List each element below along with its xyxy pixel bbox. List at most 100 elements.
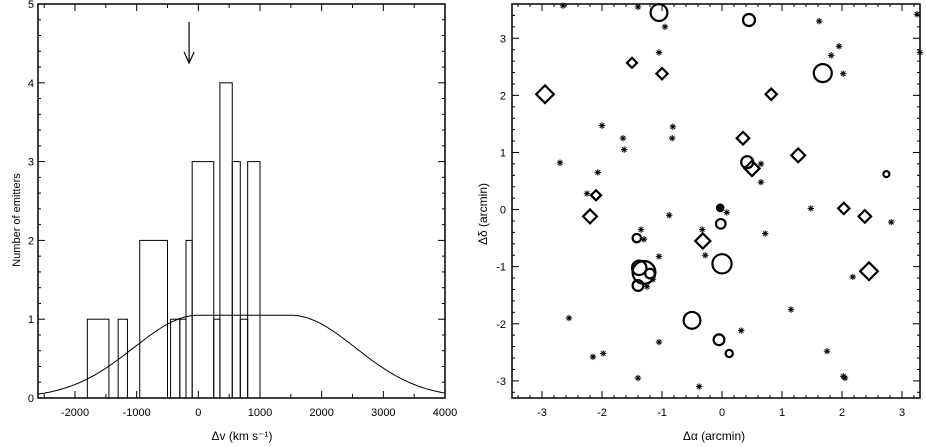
map-y-tick-label: -3 <box>496 376 506 388</box>
hist-y-axis-label: Number of emitters <box>11 173 23 267</box>
map-diamond-marker <box>625 56 639 70</box>
map-asterisk-marker <box>556 159 564 166</box>
hist-x-tick-label: 2000 <box>309 407 333 419</box>
map-asterisk-marker <box>757 178 765 186</box>
map-y-tick-label: 1 <box>500 147 506 159</box>
hist-x-tick-label: 0 <box>195 407 201 419</box>
map-asterisk-marker <box>649 276 657 283</box>
map-diamond-marker <box>836 201 852 216</box>
map-x-tick-label: -1 <box>657 407 667 419</box>
asterisk-stroke <box>670 124 676 130</box>
map-y-tick-label: -1 <box>496 262 506 274</box>
asterisk-stroke <box>842 375 848 381</box>
hist-bar <box>86 318 110 399</box>
map-x-tick-label: -3 <box>537 407 547 419</box>
asterisk-stroke <box>808 205 814 212</box>
map-diamond-marker <box>858 260 880 282</box>
map-asterisk-marker <box>643 283 651 290</box>
asterisk-stroke <box>662 24 668 30</box>
map-asterisk-marker <box>598 122 606 129</box>
map-asterisk-marker <box>840 70 847 77</box>
map-asterisk-marker <box>913 11 921 18</box>
hist-y-tick-label: 2 <box>28 235 34 247</box>
map-circle-marker <box>682 310 702 330</box>
hist-bar <box>179 318 187 399</box>
map-x-ticks: -3 -2 -1 0 1 2 3 <box>517 4 915 419</box>
map-x-tick-label: 1 <box>779 407 785 419</box>
map-x-tick-label: -2 <box>597 407 607 419</box>
asterisk-stroke <box>641 236 647 242</box>
map-diamond-marker <box>581 207 599 225</box>
map-asterisk-marker <box>696 383 703 390</box>
asterisk-stroke <box>635 375 641 381</box>
asterisk-stroke <box>621 147 627 153</box>
asterisk-stroke <box>788 306 794 313</box>
map-asterisk-marker <box>655 338 663 346</box>
asterisk-stroke <box>696 383 702 390</box>
map-circle-marker <box>724 348 734 359</box>
map-diamond-marker <box>742 159 762 178</box>
map-diamond-marker <box>534 83 556 105</box>
map-asterisk-marker <box>738 327 745 334</box>
hist-bar <box>191 161 215 399</box>
map-y-tick-label: -2 <box>496 319 506 331</box>
hist-bar <box>170 318 181 399</box>
hist-x-tick-label: -2000 <box>61 407 89 419</box>
map-asterisk-marker <box>699 226 706 233</box>
hist-bar <box>231 161 241 399</box>
map-asterisk-marker <box>621 146 628 153</box>
asterisk-stroke <box>850 274 856 280</box>
map-circle-marker <box>712 333 726 347</box>
asterisk-stroke <box>758 179 764 185</box>
asterisk-stroke <box>584 190 590 197</box>
map-asterisk-marker <box>661 23 669 31</box>
map-circle-marker <box>631 279 645 293</box>
asterisk-stroke <box>669 135 675 141</box>
hist-y-tick-label: 1 <box>28 314 34 326</box>
hist-bar <box>213 318 221 399</box>
asterisk-stroke <box>836 43 842 49</box>
hist-x-axis-label: Δv (km s⁻¹) <box>211 429 272 443</box>
map-asterisk-marker <box>583 190 591 197</box>
map-asterisk-marker <box>849 273 856 281</box>
asterisk-stroke <box>656 339 662 345</box>
map-asterisk-marker <box>816 17 823 25</box>
asterisk-stroke <box>888 219 894 225</box>
map-asterisk-marker <box>762 230 769 237</box>
map-diamond-marker <box>654 66 670 81</box>
map-circle-marker <box>812 62 833 84</box>
asterisk-stroke <box>724 209 730 216</box>
map-diamond-marker <box>856 208 873 225</box>
hist-bar <box>139 239 168 399</box>
hist-bar <box>239 318 249 399</box>
map-asterisk-marker <box>637 226 645 233</box>
asterisk-stroke <box>824 348 830 354</box>
map-asterisk-marker <box>757 160 765 168</box>
map-asterisk-marker <box>594 169 601 176</box>
asterisk-stroke <box>699 226 705 233</box>
asterisk-stroke <box>762 230 768 237</box>
map-asterisk-marker <box>807 205 814 212</box>
map-circle-marker <box>741 12 757 28</box>
asterisk-stroke <box>590 354 596 360</box>
map-asterisk-marker <box>655 253 663 260</box>
asterisk-stroke <box>656 49 662 56</box>
map-asterisk-marker <box>655 49 663 56</box>
map-circle-marker <box>644 267 656 280</box>
asterisk-stroke <box>828 52 834 58</box>
asterisk-stroke <box>595 169 601 176</box>
map-diamond-marker <box>789 146 807 164</box>
asterisk-stroke <box>620 135 626 141</box>
map-asterisk-marker <box>823 347 831 355</box>
asterisk-stroke <box>635 4 641 10</box>
map-y-ticks: -3 -2 -1 0 1 2 3 <box>496 14 920 393</box>
hist-bars <box>86 82 261 399</box>
map-asterisk-marker <box>841 374 849 382</box>
hist-x-tick-label: 3000 <box>371 407 395 419</box>
asterisk-stroke <box>656 253 662 259</box>
map-circle-marker <box>714 217 727 230</box>
asterisk-stroke <box>638 226 644 233</box>
map-circle-marker <box>631 232 643 244</box>
hist-bar <box>185 239 193 399</box>
